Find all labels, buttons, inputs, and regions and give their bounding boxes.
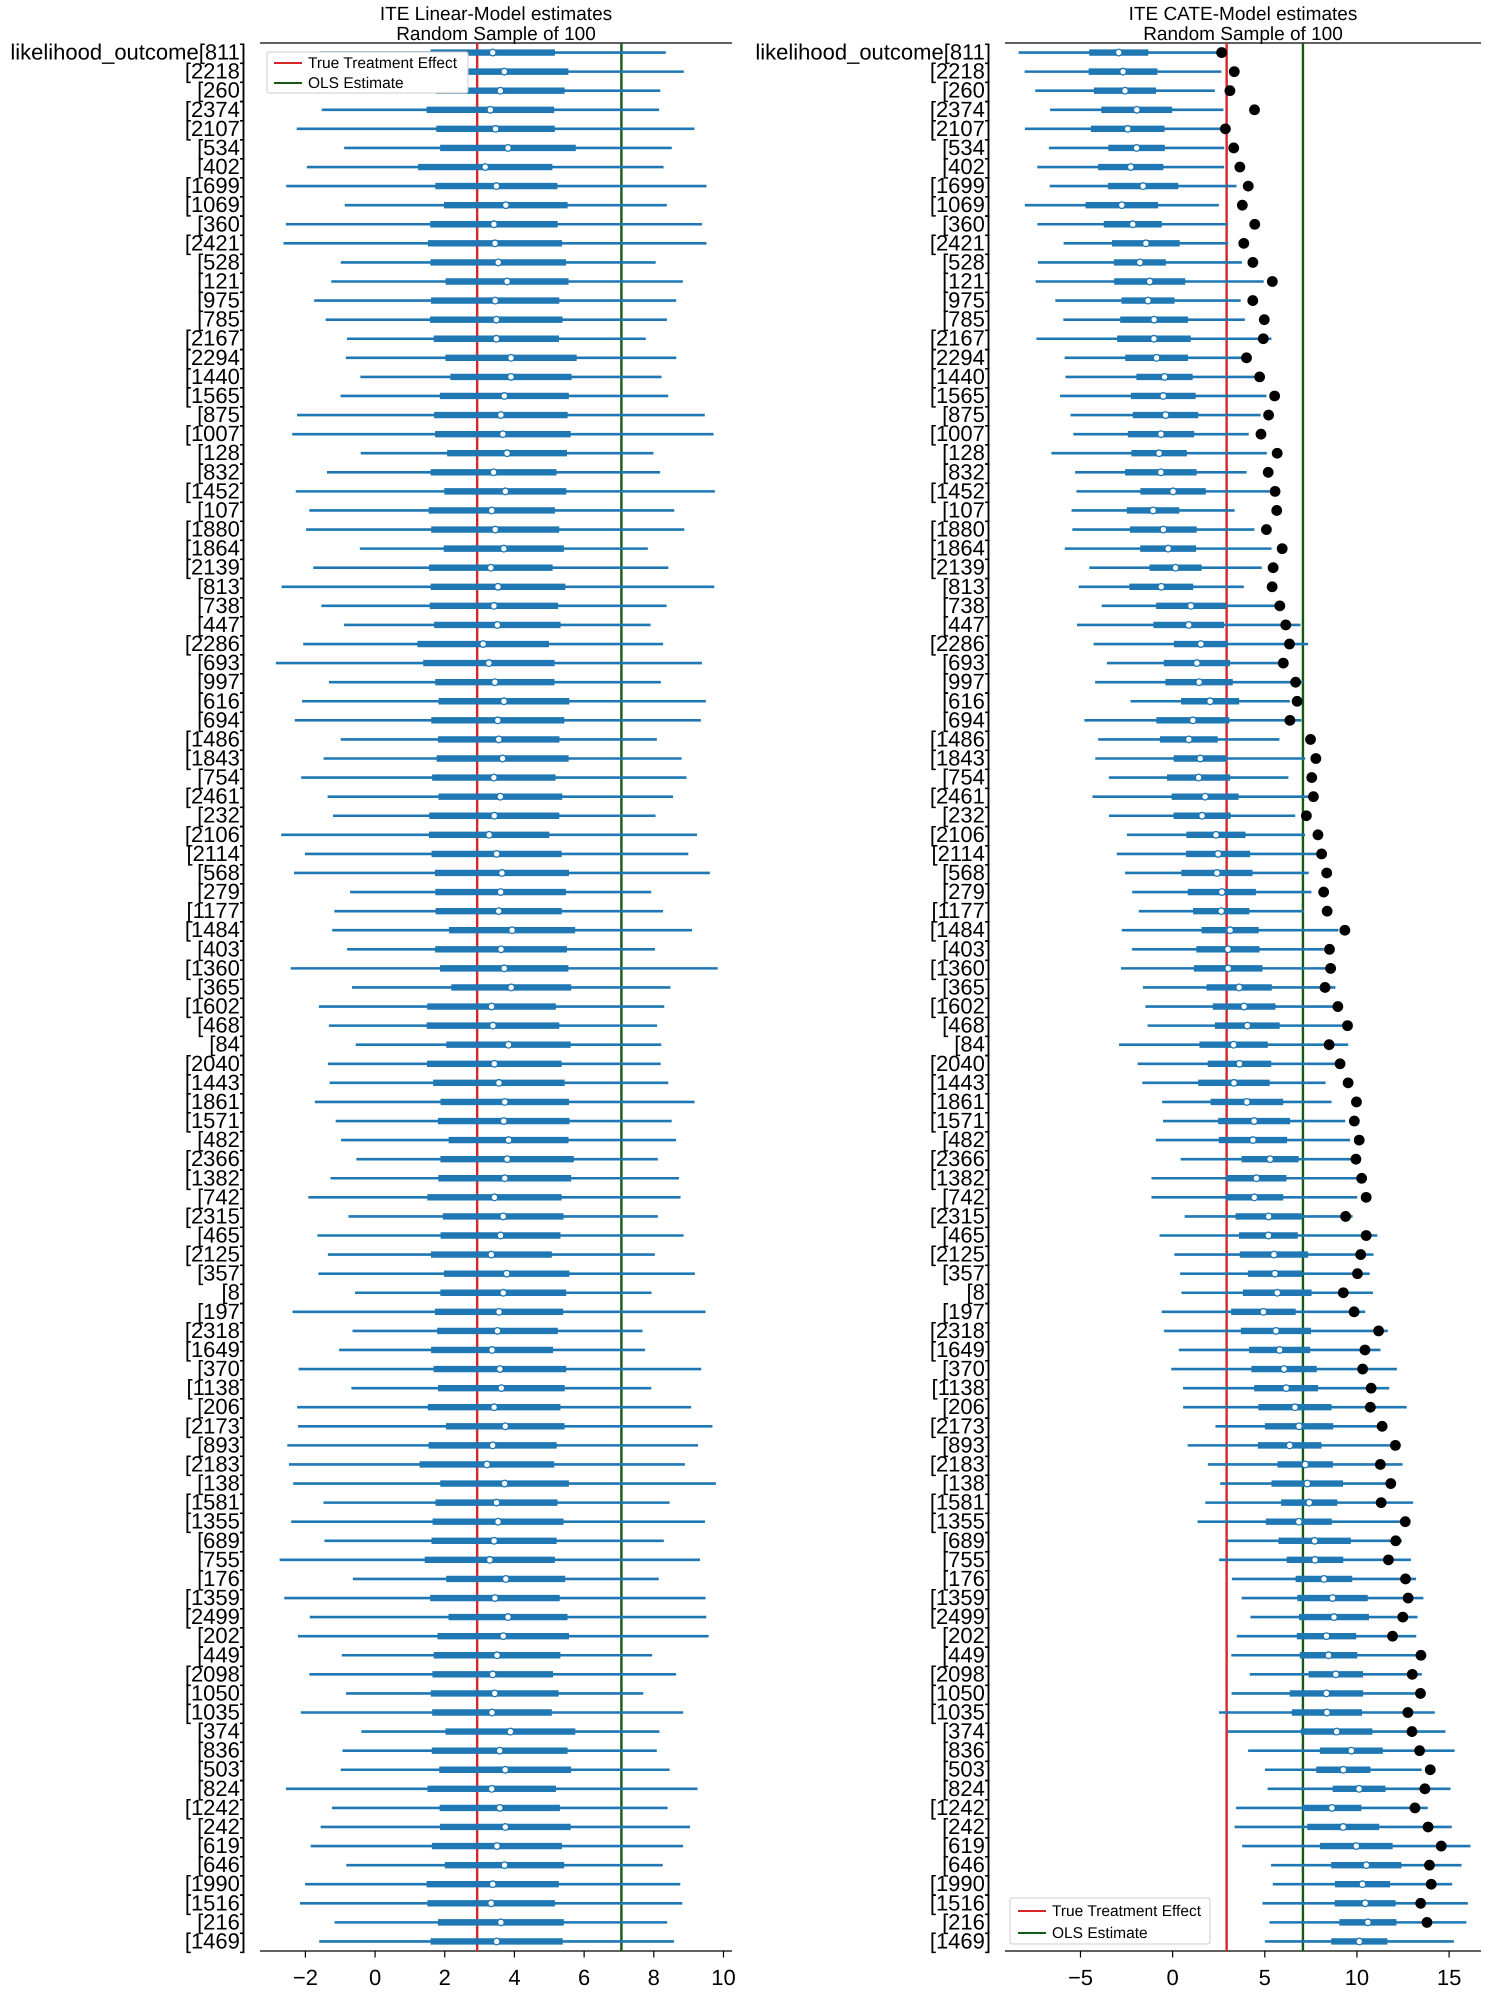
- svg-text:8: 8: [648, 1965, 660, 1990]
- svg-text:True Treatment Effect: True Treatment Effect: [1052, 1903, 1202, 1920]
- svg-text:−2: −2: [293, 1965, 318, 1990]
- svg-text:OLS Estimate: OLS Estimate: [308, 75, 404, 92]
- svg-text:Random Sample of 100: Random Sample of 100: [396, 24, 596, 45]
- svg-text:15: 15: [1437, 1965, 1461, 1990]
- svg-text:5: 5: [1259, 1965, 1271, 1990]
- svg-text:10: 10: [1345, 1965, 1369, 1990]
- svg-text:OLS Estimate: OLS Estimate: [1052, 1925, 1148, 1942]
- svg-text:True Treatment Effect: True Treatment Effect: [308, 55, 458, 72]
- svg-text:6: 6: [578, 1965, 590, 1990]
- svg-text:ITE CATE-Model estimates: ITE CATE-Model estimates: [1129, 4, 1358, 25]
- svg-text:[1469]: [1469]: [930, 1928, 991, 1953]
- svg-text:Random Sample of 100: Random Sample of 100: [1143, 24, 1343, 45]
- svg-text:ITE Linear-Model estimates: ITE Linear-Model estimates: [380, 4, 612, 25]
- svg-text:10: 10: [711, 1965, 735, 1990]
- svg-text:0: 0: [369, 1965, 381, 1990]
- svg-text:2: 2: [439, 1965, 451, 1990]
- svg-text:[1469]: [1469]: [185, 1928, 246, 1953]
- svg-text:4: 4: [508, 1965, 520, 1990]
- svg-text:0: 0: [1167, 1965, 1179, 1990]
- svg-text:−5: −5: [1068, 1965, 1093, 1990]
